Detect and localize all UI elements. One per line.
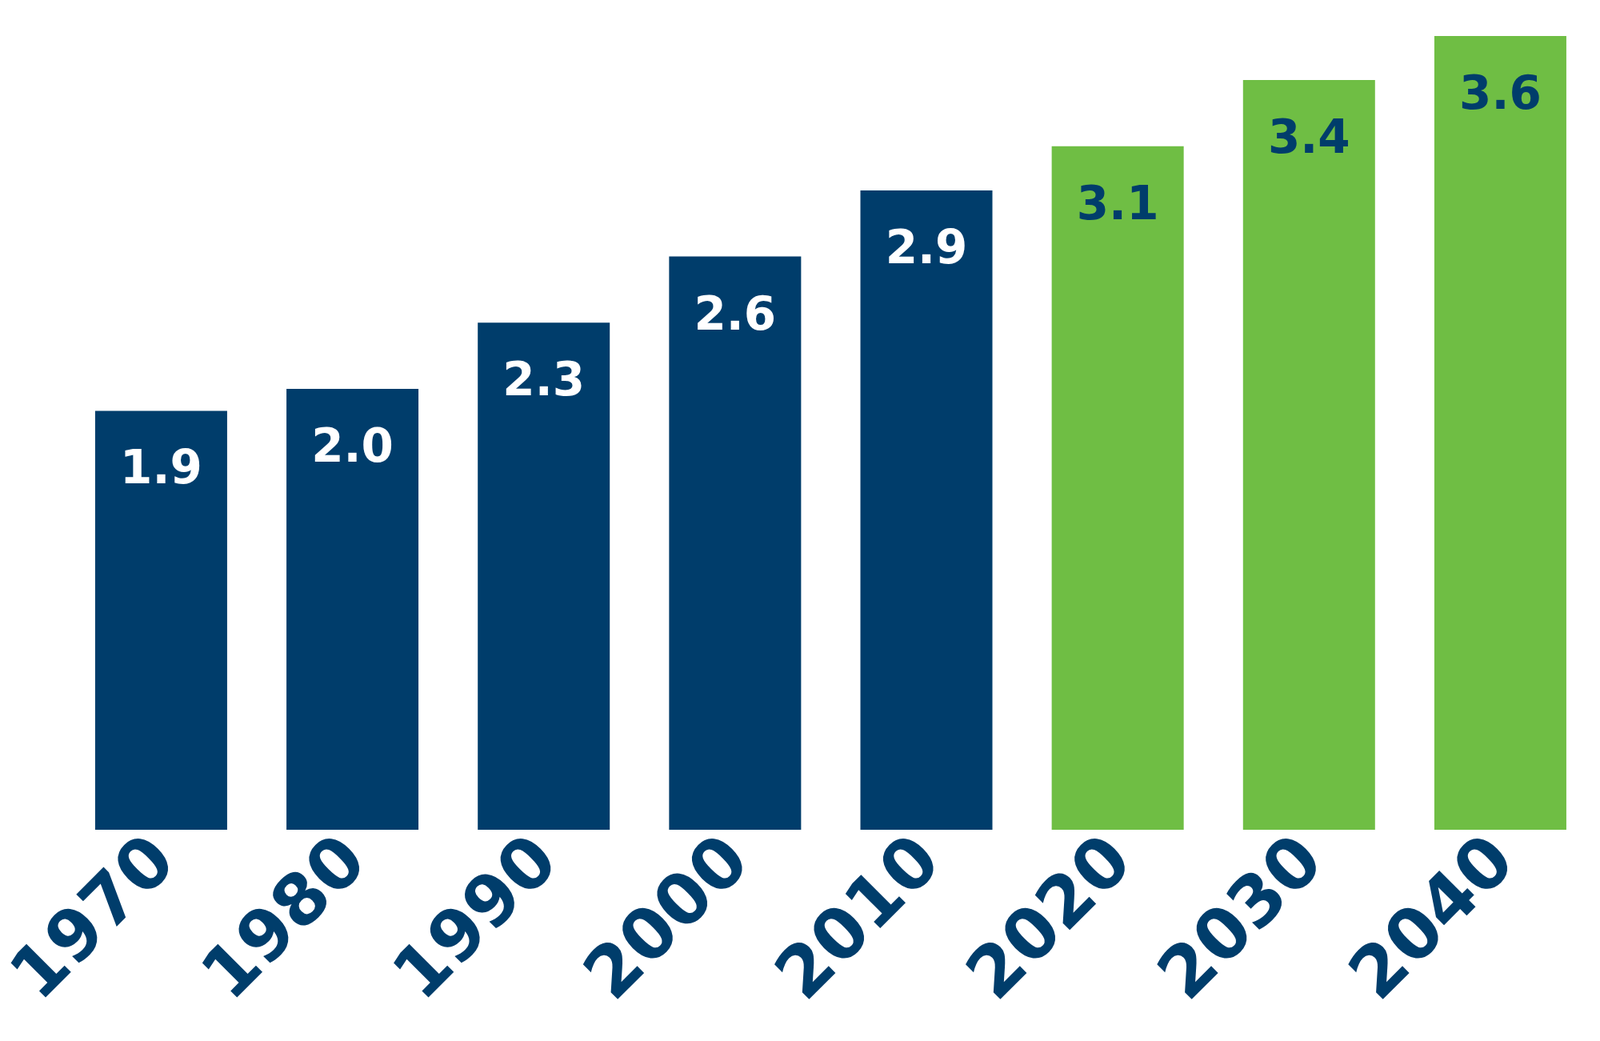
svg-text:1.9: 1.9 <box>120 440 203 495</box>
svg-text:1980: 1980 <box>184 818 382 1016</box>
svg-text:2.3: 2.3 <box>502 352 585 407</box>
svg-text:2.9: 2.9 <box>885 220 968 275</box>
svg-text:2040: 2040 <box>1332 818 1530 1016</box>
svg-text:3.6: 3.6 <box>1459 65 1542 120</box>
svg-text:1990: 1990 <box>376 818 573 1016</box>
svg-text:2020: 2020 <box>950 818 1148 1016</box>
svg-text:1970: 1970 <box>0 818 191 1016</box>
svg-text:2.6: 2.6 <box>693 286 776 341</box>
svg-text:2.0: 2.0 <box>311 418 394 473</box>
svg-text:2010: 2010 <box>758 818 956 1016</box>
svg-text:2030: 2030 <box>1141 818 1339 1016</box>
svg-text:2000: 2000 <box>567 818 764 1016</box>
svg-text:3.1: 3.1 <box>1076 176 1160 231</box>
svg-text:3.4: 3.4 <box>1268 109 1351 164</box>
